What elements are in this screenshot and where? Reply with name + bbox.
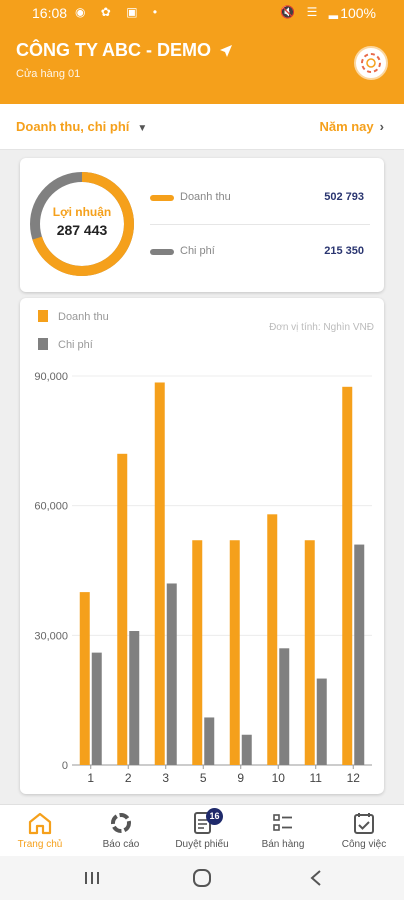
signal-icons: 🔇 ☰ ▂ (280, 5, 342, 19)
x-tick-label: 5 (200, 771, 207, 785)
checklist-icon (273, 814, 292, 831)
legend-swatch-1 (38, 338, 48, 350)
x-tick-label: 9 (237, 771, 244, 785)
x-tick-label: 1 (87, 771, 94, 785)
bar-revenue-1 (79, 592, 90, 765)
bar-expense-12 (354, 544, 365, 765)
store-name: Cửa hàng 01 (16, 68, 81, 80)
unit-note: Đơn vị tính: Nghìn VNĐ (269, 322, 374, 333)
bar-expense-9 (241, 734, 252, 765)
revenue-swatch (150, 195, 174, 201)
home-icon (28, 812, 52, 835)
legend-swatch-0 (38, 310, 48, 322)
home-button-icon[interactable] (182, 866, 222, 890)
nav-label-home: Trang chủ (17, 839, 63, 850)
back-icon[interactable] (296, 866, 336, 890)
report-icon (111, 813, 131, 833)
expense-label: Chi phí (180, 245, 215, 257)
company-logo[interactable] (354, 46, 388, 80)
y-tick-label: 30,000 (34, 630, 68, 642)
expense-value: 215 350 (324, 245, 364, 257)
revenue-legend-row: Doanh thu 502 793 (150, 188, 370, 208)
bottom-navigation: Trang chủ Báo cáo 16 Duyệt phiếu Bán hàn… (0, 804, 404, 856)
expense-legend-row: Chi phí 215 350 (150, 242, 370, 262)
calendar-check-icon (354, 813, 374, 834)
revenue-label: Doanh thu (180, 191, 231, 203)
expense-swatch (150, 249, 174, 255)
bar-revenue-11 (304, 540, 315, 765)
metric-label: Doanh thu, chi phí (16, 119, 130, 134)
bar-expense-11 (316, 678, 327, 765)
chevron-right-icon: › (379, 119, 384, 134)
period-selector[interactable]: Năm nay › (319, 119, 384, 134)
legend-label-0: Doanh thu (58, 311, 109, 323)
profit-donut-chart (30, 172, 134, 276)
period-label: Năm nay (319, 119, 374, 134)
bar-revenue-5 (192, 540, 203, 765)
profit-label: Lợi nhuận (52, 205, 112, 219)
y-tick-label: 90,000 (34, 371, 68, 383)
bar-revenue-9 (229, 540, 240, 765)
bar-expense-1 (91, 652, 102, 765)
x-tick-label: 12 (347, 771, 361, 785)
recent-apps-icon[interactable] (72, 866, 112, 890)
logo-icon (361, 53, 381, 73)
nav-item-sales[interactable]: Bán hàng (243, 805, 323, 857)
nav-label-report: Báo cáo (102, 839, 140, 850)
caret-down-icon: ▼ (137, 123, 148, 134)
legend-label-1: Chi phí (58, 339, 93, 351)
nav-item-report[interactable]: Báo cáo (81, 805, 161, 857)
bar-revenue-10 (267, 514, 278, 765)
x-tick-label: 11 (310, 771, 323, 785)
x-tick-label: 10 (272, 771, 286, 785)
revenue-ring (30, 172, 134, 276)
nav-label-sales: Bán hàng (261, 839, 305, 850)
status-bar: 16:08 ◉ ✿ ▣ • 🔇 ☰ ▂ 100% (0, 0, 404, 28)
nav-item-home[interactable]: Trang chủ (0, 805, 80, 857)
bar-expense-5 (204, 717, 215, 765)
x-tick-label: 2 (125, 771, 132, 785)
bar-revenue-2 (117, 453, 128, 765)
nav-label-tasks: Công việc (341, 839, 387, 850)
metric-dropdown[interactable]: Doanh thu, chi phí ▼ (16, 119, 147, 134)
bar-chart: Doanh thu Chi phí Đơn vị tính: Nghìn VNĐ 0 3… (34, 310, 374, 785)
app-header: CÔNG TY ABC - DEMO Cửa hàng 01 (0, 28, 404, 104)
bar-revenue-3 (154, 382, 165, 765)
nav-label-approval: Duyệt phiếu (175, 839, 229, 850)
company-selector[interactable]: CÔNG TY ABC - DEMO (16, 40, 233, 61)
bar-expense-3 (166, 583, 177, 765)
nav-item-tasks[interactable]: Công việc (324, 805, 404, 857)
nav-item-approval[interactable]: 16 Duyệt phiếu (162, 805, 242, 857)
y-tick-label: 0 (62, 760, 68, 772)
company-name: CÔNG TY ABC - DEMO (16, 40, 212, 60)
bar-expense-2 (129, 631, 140, 765)
revenue-value: 502 793 (324, 191, 364, 203)
filter-bar: Doanh thu, chi phí ▼ Năm nay › (0, 104, 404, 150)
approval-count-badge: 16 (206, 808, 223, 825)
bar-expense-10 (279, 648, 290, 765)
x-tick-label: 3 (162, 771, 169, 785)
navigation-arrow-icon (220, 44, 233, 57)
legend-divider (150, 224, 370, 225)
battery-level: 100% (340, 5, 376, 21)
y-tick-label: 60,000 (34, 501, 68, 513)
status-time: 16:08 (32, 5, 68, 21)
bar-chart-card: Doanh thu Chi phí Đơn vị tính: Nghìn VNĐ 0 3… (20, 298, 384, 794)
bar-revenue-12 (342, 386, 353, 765)
system-navigation-bar (0, 856, 404, 900)
profit-value: 287 443 (56, 222, 108, 238)
summary-card: Lợi nhuận 287 443 Doanh thu 502 793 Chi … (20, 158, 384, 292)
notification-icons: ◉ ✿ ▣ • (75, 5, 164, 19)
